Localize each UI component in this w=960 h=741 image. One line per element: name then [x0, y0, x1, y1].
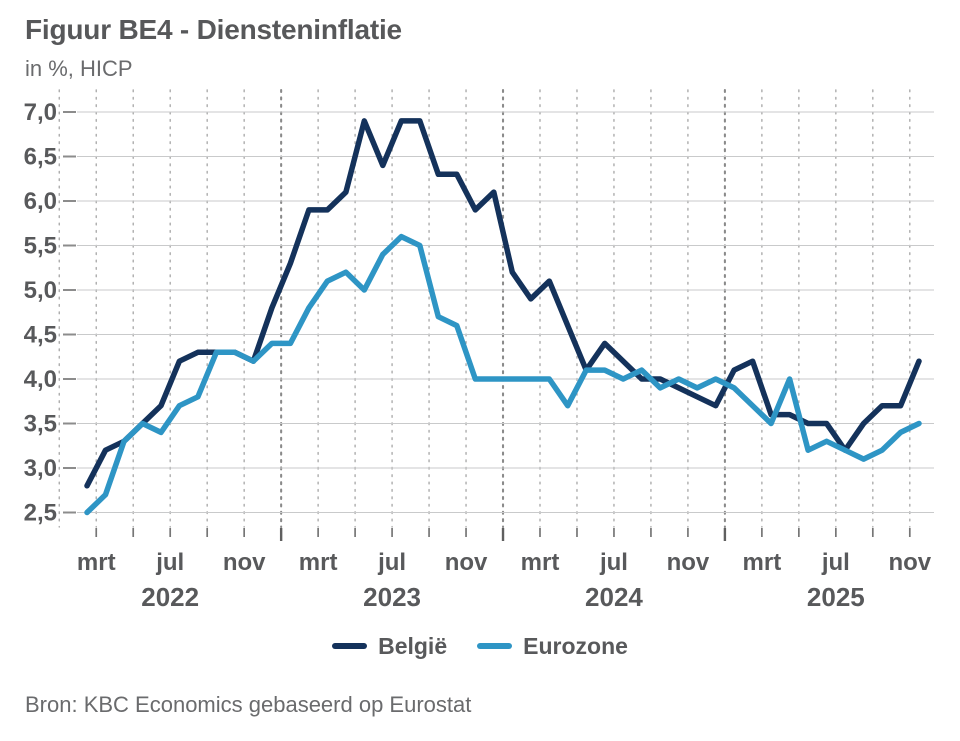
x-axis-label: nov	[888, 549, 931, 576]
x-axis-label: mrt	[77, 549, 116, 576]
legend-item-eurozone: Eurozone	[477, 633, 628, 660]
x-axis-label: mrt	[299, 549, 338, 576]
x-axis-label: mrt	[521, 549, 560, 576]
x-axis-label: nov	[445, 549, 488, 576]
source-note: Bron: KBC Economics gebaseerd op Eurosta…	[25, 692, 472, 717]
belgie-line-swatch	[332, 643, 368, 649]
legend-item-belgie: België	[332, 633, 447, 660]
y-axis-label: 5,0	[24, 277, 57, 304]
chart-legend: België Eurozone	[0, 630, 960, 662]
series-line-eurozone	[84, 233, 922, 516]
y-axis-label: 2,5	[24, 500, 57, 527]
eurozone-line-swatch	[477, 643, 513, 649]
x-axis-label: jul	[377, 549, 406, 576]
inflation-line-chart: 7,0 6,5 6,0 5,5 5,0 4,5 4,0 3,5 3,0 2,5 mrt jul nov m…	[24, 88, 934, 612]
y-axis-label: 4,5	[24, 322, 57, 349]
x-axis-year-label: 2024	[585, 582, 643, 612]
eurozone-legend-label: Eurozone	[523, 632, 628, 659]
belgie-legend-label: België	[378, 632, 448, 659]
x-axis-year-label: 2025	[807, 582, 865, 612]
x-axis-year-label: 2023	[363, 582, 421, 612]
y-axis-label: 3,5	[24, 411, 57, 438]
chart-title: Figuur BE4 - Diensteninflatie	[25, 14, 402, 45]
chart-subtitle: in %, HICP	[25, 56, 133, 81]
x-axis-year-label: 2022	[141, 582, 199, 612]
y-axis-label: 7,0	[24, 99, 57, 126]
x-axis-label: jul	[155, 549, 184, 576]
x-axis-label: nov	[223, 549, 266, 576]
x-axis-label: jul	[821, 549, 850, 576]
x-axis-label: mrt	[743, 549, 782, 576]
x-axis-label: jul	[599, 549, 628, 576]
y-axis-label: 6,0	[24, 188, 57, 215]
x-axis-label: nov	[667, 549, 710, 576]
y-axis-label: 4,0	[24, 366, 57, 393]
y-axis-label: 3,0	[24, 455, 57, 482]
y-axis-label: 6,5	[24, 144, 57, 171]
y-axis-label: 5,5	[24, 233, 57, 260]
